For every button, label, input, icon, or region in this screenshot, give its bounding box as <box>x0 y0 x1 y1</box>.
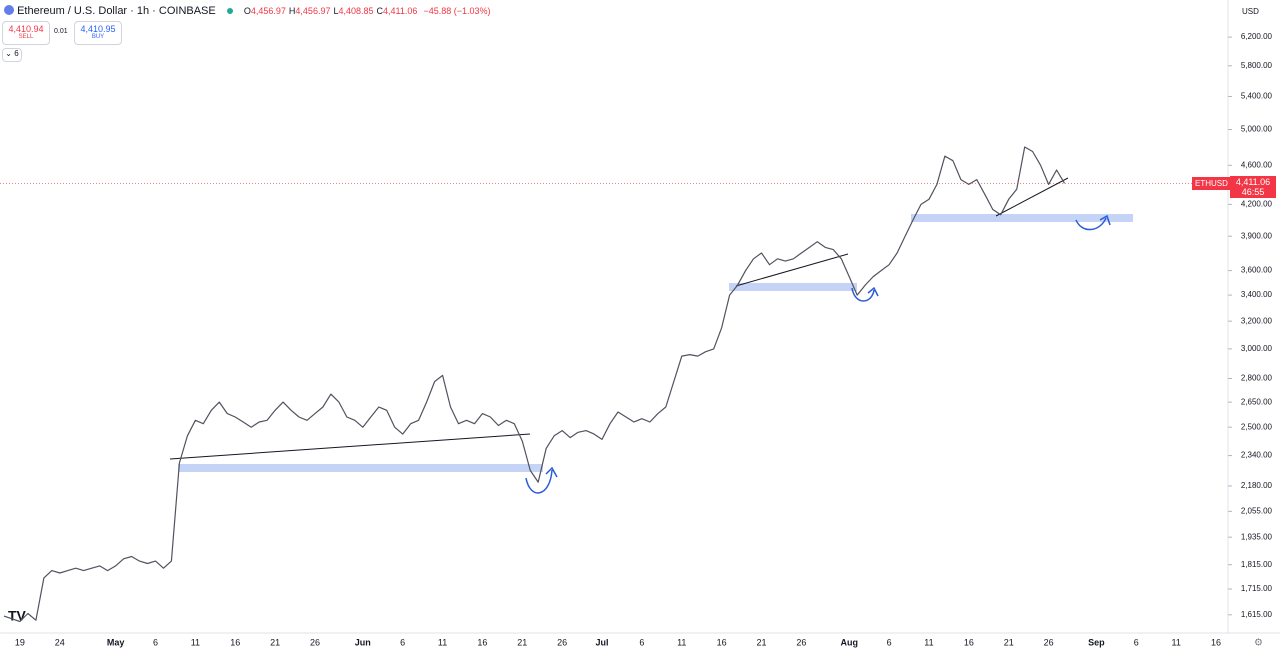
x-tick-label: Jun <box>355 637 371 647</box>
symbol-tag: ETHUSD <box>1192 177 1231 190</box>
countdown: 46:55 <box>1241 187 1265 197</box>
x-tick-label: 6 <box>153 637 158 647</box>
y-tick-label: 4,200.00 <box>1241 199 1273 208</box>
x-tick-label: 11 <box>1171 637 1180 647</box>
y-tick-label: 4,600.00 <box>1241 160 1273 169</box>
x-tick-label: 21 <box>1004 637 1014 647</box>
trendline <box>735 253 849 287</box>
last-price: 4,411.06 <box>1235 177 1271 187</box>
x-tick-label: May <box>107 637 125 647</box>
currency: USD <box>1242 7 1259 16</box>
y-tick-label: 3,000.00 <box>1241 344 1273 353</box>
spread: 0.01 <box>54 28 68 35</box>
x-tick-label: 26 <box>796 637 806 647</box>
indicator-count: 6 <box>14 49 19 58</box>
legend: Ethereum / U.S. Dollar · 1h · COINBASE O… <box>4 5 491 17</box>
buy-price: 4,410.95 <box>80 24 116 34</box>
x-tick-label: 6 <box>400 637 405 647</box>
x-tick-label: 24 <box>55 637 65 647</box>
coin-icon <box>4 5 14 15</box>
y-tick-label: 5,000.00 <box>1241 125 1273 134</box>
y-tick-label: 5,800.00 <box>1241 61 1273 70</box>
y-tick-label: 6,200.00 <box>1241 32 1273 41</box>
x-tick-label: 16 <box>717 637 727 647</box>
y-tick-label: 1,935.00 <box>1241 532 1273 541</box>
y-tick-label: 2,180.00 <box>1241 481 1273 490</box>
settings-icon[interactable]: ⚙ <box>1254 638 1263 649</box>
indicators-toggle[interactable]: ⌄ 6 <box>2 48 22 62</box>
trendline <box>169 433 531 460</box>
x-tick-label: 26 <box>1044 637 1054 647</box>
tv-logo: TV <box>8 608 27 624</box>
ohlc-value: 4,456.97 <box>295 6 331 16</box>
y-tick-label: 2,055.00 <box>1241 506 1273 515</box>
price-line <box>3 146 1066 623</box>
y-tick-label: 3,400.00 <box>1241 290 1273 299</box>
y-tick-label: 2,340.00 <box>1241 451 1273 460</box>
support-zone <box>729 283 857 291</box>
x-tick-label: 16 <box>1211 637 1221 647</box>
x-tick-label: 26 <box>310 637 320 647</box>
y-tick-label: 2,800.00 <box>1241 374 1273 383</box>
change: −45.88 (−1.03%) <box>423 6 491 16</box>
symbol-title: Ethereum / U.S. Dollar · 1h · COINBASE <box>17 5 216 17</box>
x-tick-label: 6 <box>887 637 892 647</box>
price-tag: 4,411.06 46:55 <box>1230 176 1276 198</box>
y-tick-label: 2,650.00 <box>1241 397 1273 406</box>
ohlc-key: C <box>376 6 384 16</box>
bounce-arrow <box>851 286 879 302</box>
ohlc-value: 4,408.85 <box>338 6 374 16</box>
x-tick-label: Sep <box>1088 637 1105 647</box>
x-tick-label: 11 <box>191 637 200 647</box>
sell-label: SELL <box>18 34 34 40</box>
ohlc-key: L <box>333 6 339 16</box>
ohlc-key: H <box>288 6 296 16</box>
x-tick-label: 11 <box>677 637 686 647</box>
drawings <box>169 177 1133 494</box>
x-tick-label: 16 <box>477 637 487 647</box>
bounce-arrow <box>1075 214 1111 231</box>
buy-button[interactable]: 4,410.95 BUY <box>74 21 122 45</box>
ohlc-key: O <box>243 6 251 16</box>
ohlc-value: 4,456.97 <box>250 6 286 16</box>
x-tick-label: 21 <box>270 637 280 647</box>
x-tick-label: 21 <box>517 637 527 647</box>
bounce-arrow <box>525 466 558 494</box>
ohlc-value: 4,411.06 <box>383 6 418 16</box>
support-zone <box>911 214 1133 222</box>
sell-price: 4,410.94 <box>8 24 44 34</box>
y-tick-label: 3,600.00 <box>1241 266 1273 275</box>
x-tick-label: 21 <box>757 637 767 647</box>
support-zone <box>178 464 543 472</box>
x-tick-label: 11 <box>924 637 933 647</box>
y-tick-label: 5,400.00 <box>1241 92 1273 101</box>
x-tick-label: 6 <box>1134 637 1139 647</box>
x-tick-label: Aug <box>840 637 858 647</box>
x-tick-label: 19 <box>15 637 25 647</box>
x-tick-label: 16 <box>230 637 240 647</box>
y-tick-label: 1,715.00 <box>1241 584 1273 593</box>
x-tick-label: 26 <box>557 637 567 647</box>
ohlc: O4,456.97 H4,456.97 L4,408.85 C4,411.06 <box>244 6 421 16</box>
y-tick-label: 1,815.00 <box>1241 560 1273 569</box>
x-tick-label: 11 <box>438 637 447 647</box>
buy-label: BUY <box>91 34 105 40</box>
sell-button[interactable]: 4,410.94 SELL <box>2 21 50 45</box>
market-status <box>226 8 233 14</box>
y-tick-label: 2,500.00 <box>1241 422 1273 431</box>
y-tick-label: 3,200.00 <box>1241 316 1273 325</box>
y-tick-label: 1,615.00 <box>1241 610 1273 619</box>
x-tick-label: 6 <box>639 637 644 647</box>
trendline <box>995 177 1069 217</box>
x-tick-label: 16 <box>964 637 974 647</box>
x-tick-label: Jul <box>596 637 609 647</box>
y-tick-label: 3,900.00 <box>1241 231 1273 240</box>
